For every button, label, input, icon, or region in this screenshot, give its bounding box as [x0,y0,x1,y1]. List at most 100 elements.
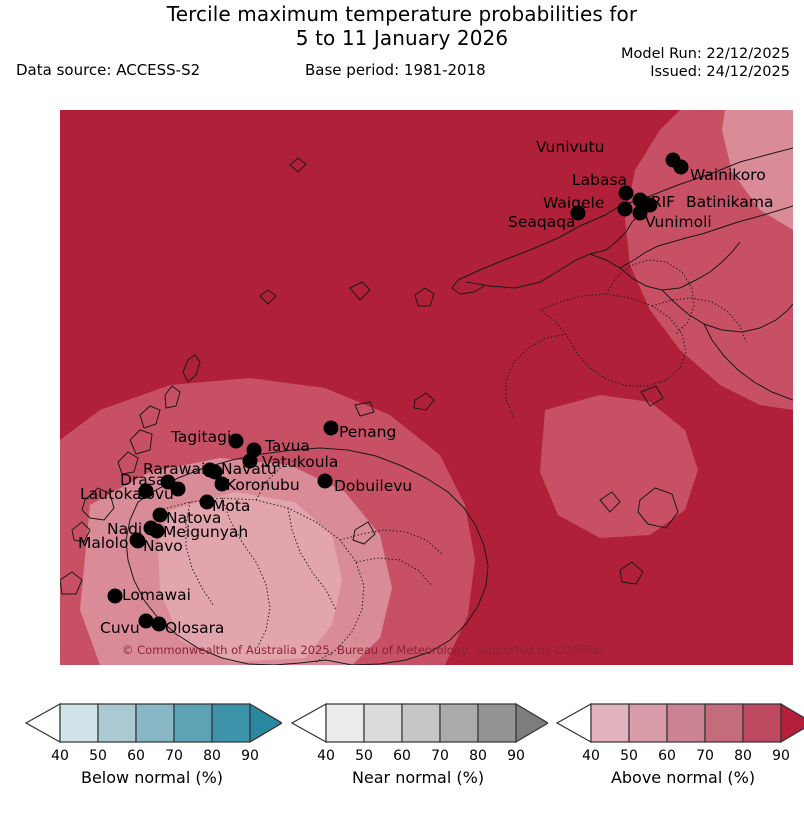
station-label: Vunimoli [645,213,712,231]
station-dot[interactable] [138,483,154,499]
colorbar-segment [666,703,706,743]
colorbar-tick-label: 40 [317,748,335,764]
station-label: Malolo [78,534,129,552]
colorbar-tick-label: 80 [734,748,752,764]
colorbar-ticks: 40 50 60 70 80 90 [288,748,556,766]
station-label: Lovu [137,485,174,503]
station-dot[interactable] [632,205,648,221]
station-dot[interactable] [152,507,168,523]
station-dot[interactable] [151,616,167,632]
station-dot[interactable] [207,464,223,480]
station-dot[interactable] [199,494,215,510]
colorbar-segment [590,703,630,743]
colorbar-tick-label: 90 [241,748,259,764]
colorbar-segment [325,703,365,743]
colorbar-over-arrow [249,702,282,744]
colorbar-tick-label: 60 [658,748,676,764]
station-label: Batinikama [686,193,774,211]
colorbar-tick-label: 80 [203,748,221,764]
station-label: Meigunyah [163,523,249,541]
issued-label: Issued: 24/12/2025 [650,64,790,80]
colorbar-segment [97,703,137,743]
legend-caption: Near normal (%) [351,768,485,787]
colorbar-segment [704,703,744,743]
station-dot[interactable] [214,476,230,492]
station-label: Navatu [221,460,277,478]
forecast-map[interactable]: Vunivutu Wainikoro Labasa Waiqele SRIF Batini… [60,110,793,665]
station-dot[interactable] [138,613,154,629]
station-label: Koronubu [226,476,300,494]
colorbar-under-arrow [24,702,61,744]
colorbar-under-arrow [555,702,592,744]
station-dot[interactable] [107,588,123,604]
station-label: Lautoka [80,485,142,503]
station-dot[interactable] [228,433,244,449]
coastline-yasawa-islands [60,354,201,595]
station-dot[interactable] [130,533,146,549]
station-dot[interactable] [642,197,658,213]
colorbar-tick-label: 90 [507,748,525,764]
band-ne-inner [722,110,793,230]
station-label: Dobuilevu [334,477,413,495]
colorbar [555,702,804,744]
colorbar-tick-label: 70 [696,748,714,764]
colorbar-segment [363,703,403,743]
colorbar-ticks: 40 50 60 70 80 90 [22,748,290,766]
colorbar-tick-label: 70 [431,748,449,764]
station-label: Penang [339,423,397,441]
band-e [540,395,698,538]
coastline-vanua-levu [259,147,793,401]
probability-contour-bands [60,110,793,665]
coastline-small-islands [349,281,679,585]
station-label: Tagitagi [171,428,232,446]
colorbar-segment [211,703,251,743]
colorbar-segment [742,703,782,743]
colorbar-segment [628,703,668,743]
colorbar-segment [135,703,175,743]
station-dot[interactable] [673,159,689,175]
colorbar-over-arrow [515,702,548,744]
station-dot[interactable] [570,205,586,221]
colorbar-tick-label: 60 [127,748,145,764]
colorbar-tick-label: 70 [165,748,183,764]
station-dot[interactable] [617,201,633,217]
model-run-label: Model Run: 22/12/2025 [620,46,790,62]
legend-caption: Above normal (%) [610,768,756,787]
station-label: Natova [166,509,222,527]
page-title-line-2: 5 to 11 January 2026 [295,26,509,50]
colorbar-tick-label: 40 [51,748,69,764]
colorbar-tick-label: 50 [620,748,638,764]
colorbar-tick-label: 80 [469,748,487,764]
colorbar-under-arrow [290,702,327,744]
colorbar-over-arrow [780,702,804,744]
station-dot[interactable] [170,481,186,497]
station-label: Vunivutu [536,138,605,156]
station-label: Vatukoula [262,453,339,471]
province-borders [159,259,747,663]
station-label: Waiqele [543,194,605,212]
station-label: Navo [143,537,183,555]
station-label: Lomawai [122,586,191,604]
station-label: Nadi [107,520,143,538]
colorbar-ticks: 40 50 60 70 80 90 [553,748,804,766]
legend-group: 40 50 60 70 80 90 Below normal (%) 40 50 60 70 80 90… [0,690,804,800]
station-dot[interactable] [149,523,165,539]
colorbar-tick-label: 50 [89,748,107,764]
station-dot[interactable] [323,420,339,436]
colorbar [24,702,282,744]
station-label: Mota [212,497,251,515]
page-title-line-1: Tercile maximum temperature probabilitie… [166,2,638,26]
colorbar-segment [477,703,517,743]
station-dot[interactable] [242,453,258,469]
colorbar-tick-label: 60 [393,748,411,764]
header: Tercile maximum temperature probabilitie… [0,0,804,108]
station-dot[interactable] [618,185,634,201]
colorbar-tick-label: 50 [355,748,373,764]
station-label: Drasa [120,471,166,489]
colorbar-segment [59,703,99,743]
station-dot[interactable] [317,473,333,489]
station-label: Seaqaqa [508,213,576,231]
station-label: Rarawai [143,460,206,478]
colorbar-segment [173,703,213,743]
station-label: Tavua [265,437,310,455]
